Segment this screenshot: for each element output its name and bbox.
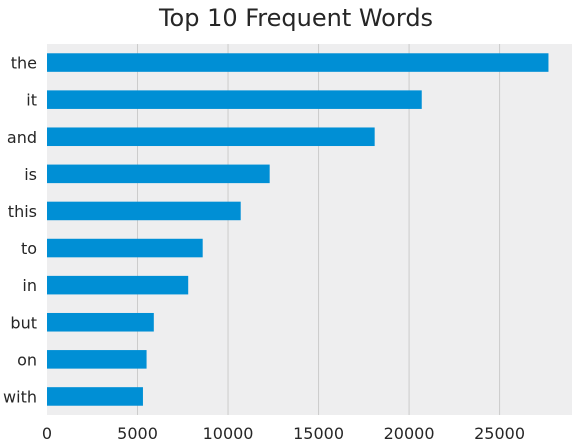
x-tick-label: 25000 bbox=[474, 424, 525, 443]
bars bbox=[47, 53, 549, 406]
bar-the bbox=[47, 53, 549, 72]
bar-on bbox=[47, 350, 147, 369]
bar-in bbox=[47, 275, 189, 295]
bar-but bbox=[47, 312, 154, 332]
y-tick-label: with bbox=[3, 387, 37, 406]
chart-title: Top 10 Frequent Words bbox=[158, 4, 433, 32]
y-tick-label: but bbox=[10, 313, 37, 332]
y-tick-label: to bbox=[21, 239, 37, 258]
y-tick-label: this bbox=[8, 202, 37, 221]
x-tick-label: 10000 bbox=[203, 424, 254, 443]
x-tick-label: 5000 bbox=[117, 424, 158, 443]
bar-is bbox=[47, 164, 270, 184]
y-tick-label: it bbox=[26, 91, 37, 110]
y-tick-label: on bbox=[17, 350, 37, 369]
y-tick-label: is bbox=[24, 165, 37, 184]
x-tick-label: 0 bbox=[42, 424, 52, 443]
bar-it bbox=[47, 90, 422, 109]
y-tick-labels: the it and is this to in but on with bbox=[3, 54, 37, 407]
x-tick-labels: 0 5000 10000 15000 20000 25000 bbox=[42, 424, 525, 443]
bar-with bbox=[47, 387, 143, 406]
bar-this bbox=[47, 201, 241, 221]
bar-and bbox=[47, 127, 375, 147]
bar-to bbox=[47, 238, 203, 258]
y-tick-label: in bbox=[22, 276, 37, 295]
y-tick-label: the bbox=[11, 54, 37, 73]
x-tick-label: 15000 bbox=[293, 424, 344, 443]
x-tick-label: 20000 bbox=[384, 424, 435, 443]
y-tick-label: and bbox=[7, 128, 37, 147]
